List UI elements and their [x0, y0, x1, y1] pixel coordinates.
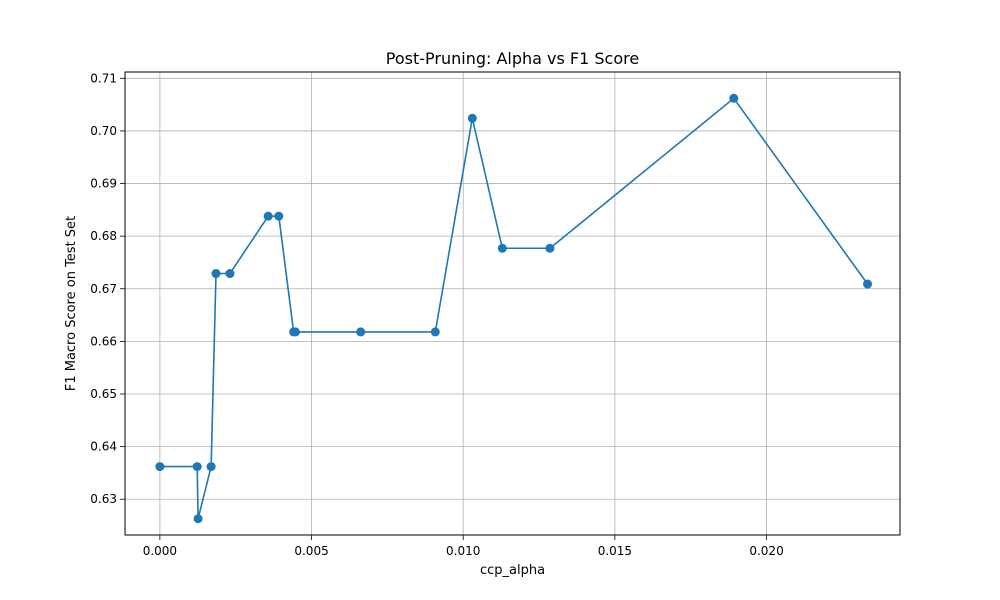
y-tick-label: 0.65	[90, 387, 117, 401]
x-tick-label: 0.020	[749, 544, 783, 558]
data-point	[193, 514, 203, 524]
y-tick-label: 0.68	[90, 229, 117, 243]
x-tick-label: 0.015	[598, 544, 632, 558]
data-point	[729, 93, 739, 103]
data-point	[545, 243, 555, 253]
data-point	[467, 113, 477, 123]
data-point	[863, 279, 873, 289]
y-tick-label: 0.69	[90, 177, 117, 191]
series-line	[159, 97, 869, 520]
y-tick-label: 0.66	[90, 334, 117, 348]
grid-lines	[125, 72, 900, 535]
data-point	[356, 327, 366, 337]
data-point	[497, 243, 507, 253]
data-point	[206, 462, 216, 472]
y-tick-label: 0.70	[90, 124, 117, 138]
x-axis-label: ccp_alpha	[480, 563, 545, 578]
data-point	[263, 211, 273, 221]
y-tick-label: 0.64	[90, 440, 117, 454]
axis-ticks: 0.000 0.005 0.010 0.015 0.020 0.63 0.64 0.65 0.6…	[90, 71, 783, 558]
x-tick-label: 0.010	[446, 544, 480, 558]
y-tick-label: 0.71	[90, 71, 117, 85]
data-point	[290, 327, 300, 337]
data-point	[225, 269, 235, 279]
data-point	[274, 211, 284, 221]
plot-area-frame	[124, 71, 901, 536]
data-point	[211, 269, 221, 279]
chart-title: Post-Pruning: Alpha vs F1 Score	[386, 49, 639, 68]
y-tick-label: 0.63	[90, 492, 117, 506]
x-tick-label: 0.005	[294, 544, 328, 558]
data-point	[155, 462, 165, 472]
data-point	[430, 327, 440, 337]
y-axis-label: F1 Macro Score on Test Set	[64, 216, 79, 391]
data-point	[192, 462, 202, 472]
y-tick-label: 0.67	[90, 282, 117, 296]
x-tick-label: 0.000	[143, 544, 177, 558]
data-series	[155, 93, 873, 524]
